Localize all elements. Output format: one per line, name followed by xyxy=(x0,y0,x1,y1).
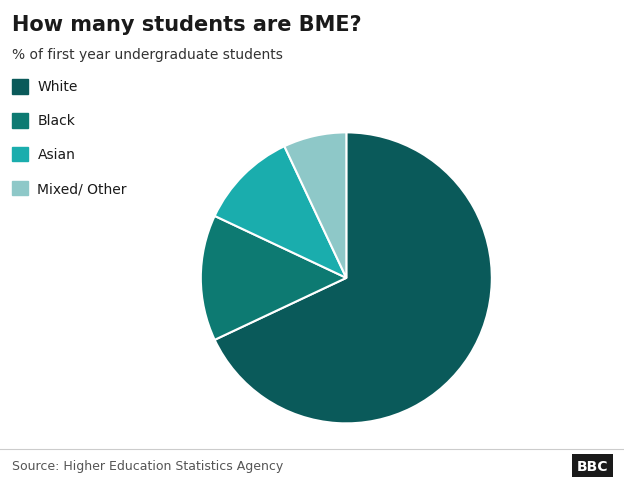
Text: Black: Black xyxy=(37,114,76,128)
Wedge shape xyxy=(201,216,346,340)
Text: How many students are BME?: How many students are BME? xyxy=(12,15,362,34)
Text: BBC: BBC xyxy=(577,459,608,472)
Text: % of first year undergraduate students: % of first year undergraduate students xyxy=(12,48,283,62)
Wedge shape xyxy=(215,133,492,424)
Text: Mixed/ Other: Mixed/ Other xyxy=(37,182,127,196)
Text: Source: Higher Education Statistics Agency: Source: Higher Education Statistics Agen… xyxy=(12,459,284,472)
Text: White: White xyxy=(37,80,78,94)
Wedge shape xyxy=(285,133,346,278)
Text: Asian: Asian xyxy=(37,148,76,162)
Wedge shape xyxy=(215,147,346,278)
